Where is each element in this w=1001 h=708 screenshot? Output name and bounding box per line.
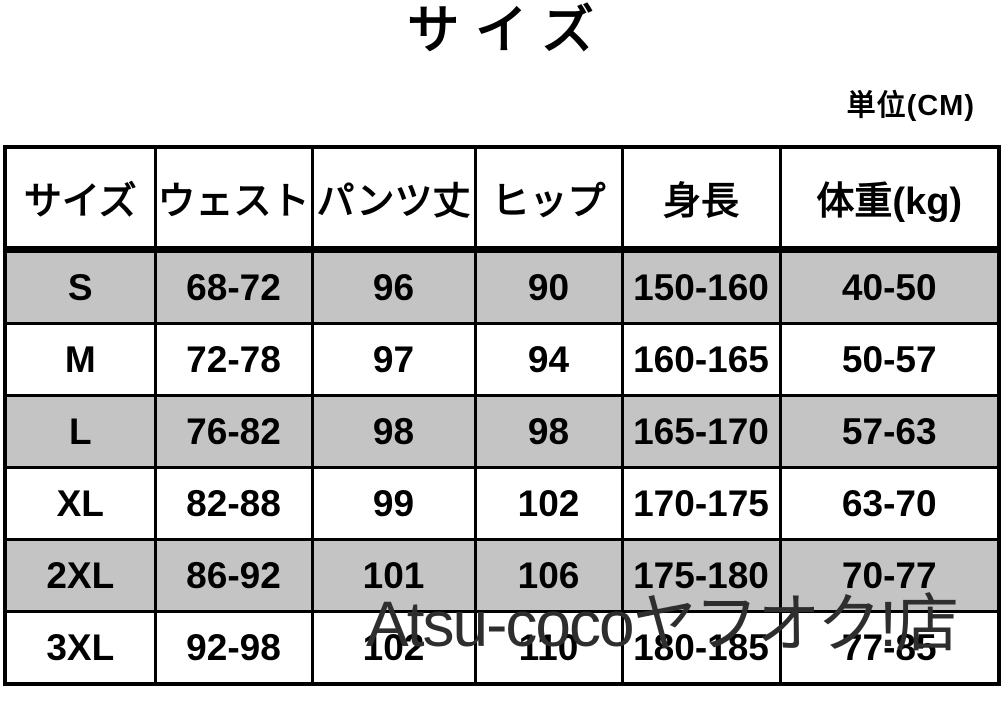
size-table: サイズ ウェスト パンツ丈 ヒップ 身長 体重(kg) S 68-72 96 9…	[3, 145, 1001, 686]
cell-weight: 77-85	[778, 610, 1001, 686]
cell-weight: 40-50	[778, 248, 1001, 325]
cell-waist: 76-82	[153, 394, 314, 469]
cell-size: L	[3, 394, 157, 469]
cell-size: 2XL	[3, 538, 157, 613]
cell-size: S	[3, 248, 157, 325]
cell-height: 150-160	[620, 248, 782, 325]
cell-height: 165-170	[620, 394, 782, 469]
cell-pants: 98	[310, 394, 477, 469]
cell-size: XL	[3, 466, 157, 541]
cell-waist: 82-88	[153, 466, 314, 541]
cell-pants: 99	[310, 466, 477, 541]
cell-waist: 92-98	[153, 610, 314, 686]
cell-size: 3XL	[3, 610, 157, 686]
col-header-pants-length: パンツ丈	[310, 145, 477, 253]
cell-size: M	[3, 322, 157, 397]
col-header-weight: 体重(kg)	[778, 145, 1001, 253]
table-row-l: L 76-82 98 98 165-170 57-63	[3, 394, 1001, 469]
cell-waist: 86-92	[153, 538, 314, 613]
cell-waist: 72-78	[153, 322, 314, 397]
header-row: サイズ ウェスト パンツ丈 ヒップ 身長 体重(kg)	[3, 145, 1001, 253]
cell-height: 170-175	[620, 466, 782, 541]
table-row-m: M 72-78 97 94 160-165 50-57	[3, 322, 1001, 397]
unit-label: 単位(CM)	[846, 90, 975, 122]
col-header-hip: ヒップ	[473, 145, 624, 253]
cell-pants: 96	[310, 248, 477, 325]
col-header-height: 身長	[620, 145, 782, 253]
table-row-xl: XL 82-88 99 102 170-175 63-70	[3, 466, 1001, 541]
table-row-2xl: 2XL 86-92 101 106 175-180 70-77	[3, 538, 1001, 613]
cell-hip: 90	[473, 248, 624, 325]
col-header-waist: ウェスト	[153, 145, 314, 253]
cell-hip: 98	[473, 394, 624, 469]
table-row-3xl: 3XL 92-98 102 110 180-185 77-85	[3, 610, 1001, 686]
cell-pants: 97	[310, 322, 477, 397]
cell-pants: 102	[310, 610, 477, 686]
cell-hip: 102	[473, 466, 624, 541]
cell-height: 160-165	[620, 322, 782, 397]
cell-hip: 94	[473, 322, 624, 397]
cell-weight: 50-57	[778, 322, 1001, 397]
cell-weight: 70-77	[778, 538, 1001, 613]
cell-hip: 110	[473, 610, 624, 686]
cell-waist: 68-72	[153, 248, 314, 325]
page-title: サイズ	[407, 2, 610, 60]
cell-height: 175-180	[620, 538, 782, 613]
table-row-s: S 68-72 96 90 150-160 40-50	[3, 248, 1001, 325]
cell-weight: 63-70	[778, 466, 1001, 541]
cell-pants: 101	[310, 538, 477, 613]
cell-weight: 57-63	[778, 394, 1001, 469]
cell-height: 180-185	[620, 610, 782, 686]
cell-hip: 106	[473, 538, 624, 613]
col-header-size: サイズ	[3, 145, 157, 253]
